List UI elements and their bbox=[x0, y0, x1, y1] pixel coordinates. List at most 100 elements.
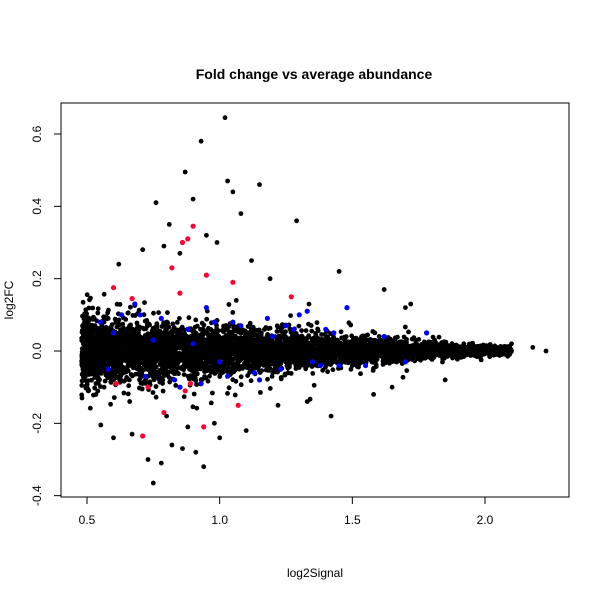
cloud-point bbox=[426, 354, 431, 360]
cloud-point bbox=[139, 372, 145, 377]
cloud-point bbox=[343, 347, 349, 353]
cloud-point bbox=[286, 357, 292, 363]
cloud-point bbox=[238, 374, 244, 380]
cloud-point bbox=[144, 354, 149, 359]
cloud-point bbox=[191, 391, 197, 397]
cloud-point bbox=[210, 329, 216, 334]
cloud-point bbox=[257, 370, 263, 375]
cloud-point bbox=[157, 379, 163, 385]
cloud-point bbox=[208, 400, 214, 406]
cloud-point bbox=[314, 320, 320, 325]
cloud-point bbox=[199, 320, 205, 326]
cloud-point bbox=[128, 372, 134, 377]
cloud-point bbox=[267, 325, 273, 331]
cloud-point bbox=[359, 334, 364, 340]
cloud-point bbox=[186, 315, 192, 321]
cloud-point bbox=[211, 345, 217, 351]
cloud-point bbox=[406, 329, 411, 335]
cloud-point bbox=[111, 395, 117, 400]
cloud-point bbox=[150, 350, 156, 355]
cloud-point bbox=[348, 366, 354, 372]
cloud-point bbox=[189, 364, 195, 370]
cloud-point bbox=[137, 337, 142, 343]
cloud-point bbox=[261, 362, 266, 367]
cloud-point bbox=[84, 292, 90, 298]
cloud-point bbox=[292, 360, 298, 366]
cloud-point bbox=[106, 307, 111, 313]
cloud-point bbox=[100, 336, 106, 342]
cloud-point bbox=[204, 358, 209, 364]
cloud-point bbox=[191, 329, 197, 334]
cloud-point bbox=[161, 320, 167, 326]
cloud-point bbox=[143, 380, 149, 386]
cloud-point bbox=[153, 384, 159, 389]
cloud-point bbox=[328, 362, 334, 367]
cloud-point bbox=[376, 338, 382, 344]
cloud-point bbox=[173, 383, 179, 388]
cloud-point bbox=[198, 344, 204, 349]
cloud-point bbox=[373, 361, 378, 366]
cloud-point bbox=[206, 350, 212, 356]
cloud-point bbox=[123, 317, 129, 322]
cloud-point bbox=[173, 350, 179, 356]
cloud-point bbox=[287, 326, 293, 332]
cloud-point bbox=[167, 379, 173, 385]
cloud-point bbox=[79, 353, 85, 359]
cloud-point bbox=[125, 391, 131, 397]
cloud-point bbox=[90, 305, 96, 311]
cloud-point bbox=[101, 319, 107, 325]
cloud-point bbox=[148, 331, 154, 337]
cloud-point bbox=[202, 367, 208, 373]
cloud-point bbox=[232, 392, 238, 398]
cloud-point bbox=[89, 377, 94, 383]
cloud-point bbox=[293, 366, 299, 371]
cloud-point bbox=[248, 366, 254, 372]
cloud-point bbox=[325, 369, 330, 375]
cloud-point bbox=[114, 334, 120, 340]
cloud-point bbox=[254, 328, 260, 333]
cloud-point bbox=[413, 338, 418, 343]
cloud-point bbox=[226, 385, 232, 391]
cloud-point bbox=[296, 323, 302, 329]
cloud-point bbox=[299, 328, 304, 333]
cloud-point bbox=[86, 326, 92, 332]
cloud-point bbox=[130, 362, 135, 367]
cloud-point bbox=[95, 310, 101, 316]
cloud-point bbox=[165, 310, 170, 315]
cloud-point bbox=[362, 356, 367, 362]
cloud-point bbox=[198, 332, 204, 337]
cloud-point bbox=[153, 394, 159, 400]
cloud-point bbox=[263, 340, 269, 345]
cloud-point bbox=[181, 332, 186, 337]
cloud-point bbox=[213, 367, 218, 373]
cloud-point bbox=[206, 325, 211, 331]
cloud-point bbox=[93, 327, 99, 333]
cloud-point bbox=[130, 313, 136, 318]
cloud-point bbox=[310, 371, 316, 376]
cloud-point bbox=[134, 366, 140, 372]
cloud-point bbox=[160, 359, 165, 365]
cloud-point bbox=[311, 382, 317, 388]
cloud-point bbox=[278, 376, 284, 382]
cloud-point bbox=[192, 360, 198, 366]
cloud-point bbox=[365, 332, 370, 338]
cloud-point bbox=[150, 390, 156, 395]
cloud-point bbox=[225, 344, 231, 350]
cloud-point bbox=[304, 336, 309, 341]
cloud-point bbox=[278, 359, 284, 365]
cloud-point bbox=[134, 320, 140, 326]
cloud-point bbox=[86, 305, 92, 311]
cloud-point bbox=[166, 375, 172, 380]
cloud-point bbox=[225, 391, 230, 396]
cloud-point bbox=[136, 341, 142, 346]
cloud-point bbox=[256, 357, 262, 363]
cloud-point bbox=[252, 332, 258, 338]
cloud-point bbox=[284, 345, 289, 351]
cloud-point bbox=[256, 352, 261, 358]
cloud-point bbox=[259, 342, 265, 347]
cloud-point bbox=[169, 328, 175, 334]
cloud-point bbox=[204, 316, 210, 322]
cloud-point bbox=[320, 342, 326, 348]
cloud-point bbox=[140, 359, 145, 365]
cloud-point bbox=[158, 376, 164, 381]
